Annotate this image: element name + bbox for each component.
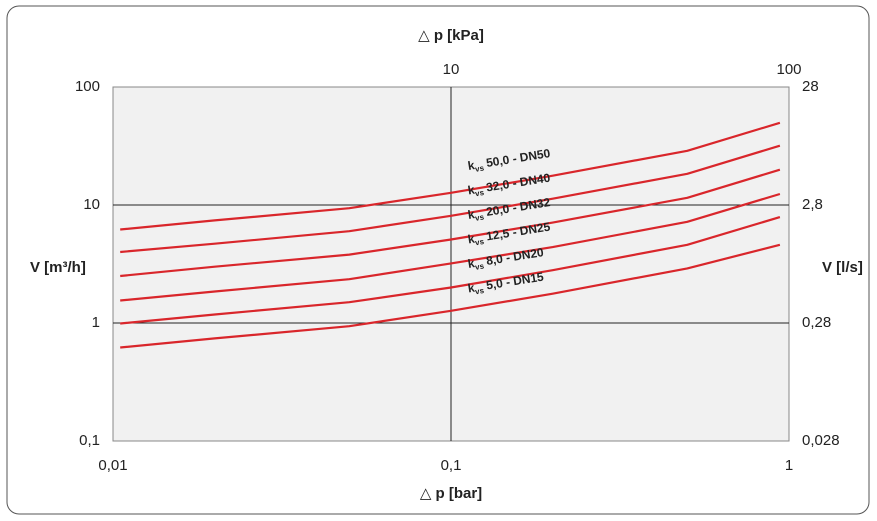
curve xyxy=(120,144,781,254)
y2-tick-label: 0,28 xyxy=(802,314,831,331)
x2-tick-label: 100 xyxy=(776,61,801,78)
y-tick-label: 1 xyxy=(92,314,100,331)
y2-tick-label: 28 xyxy=(802,78,819,95)
curve xyxy=(120,243,781,349)
curve-symbol: k xyxy=(467,158,476,173)
curve-symbol-sub: vs xyxy=(474,286,485,296)
curve xyxy=(120,216,781,325)
x2-tick-label: 10 xyxy=(443,61,460,78)
y-tick-label: 10 xyxy=(83,196,100,213)
curve-symbol: k xyxy=(467,207,476,222)
curve-symbol: k xyxy=(467,183,476,198)
x-tick-label: 0,1 xyxy=(441,457,462,474)
y2-tick-label: 2,8 xyxy=(802,196,823,213)
curve-symbol-sub: vs xyxy=(474,188,485,198)
curve xyxy=(120,168,781,278)
curve-symbol-sub: vs xyxy=(474,213,485,223)
curve-symbol: k xyxy=(467,256,476,271)
y-tick-label: 0,1 xyxy=(79,432,100,449)
y2-tick-label: 0,028 xyxy=(802,432,840,449)
y-tick-label: 100 xyxy=(75,78,100,95)
curve-symbol-sub: vs xyxy=(474,164,485,174)
y2-axis-label: V [l/s] xyxy=(822,259,863,276)
x2-axis-label: △ p [kPa] xyxy=(418,27,484,44)
curve-symbol: k xyxy=(467,281,476,296)
curve xyxy=(120,121,781,231)
x-axis-label: △ p [bar] xyxy=(420,485,482,502)
curve-symbol-sub: vs xyxy=(474,262,485,272)
x-tick-label: 1 xyxy=(785,457,793,474)
y-axis-label: V [m³/h] xyxy=(30,259,86,276)
x-tick-label: 0,01 xyxy=(98,457,127,474)
curve-symbol: k xyxy=(467,232,476,247)
curve-symbol-sub: vs xyxy=(474,237,485,247)
curve xyxy=(120,192,781,302)
